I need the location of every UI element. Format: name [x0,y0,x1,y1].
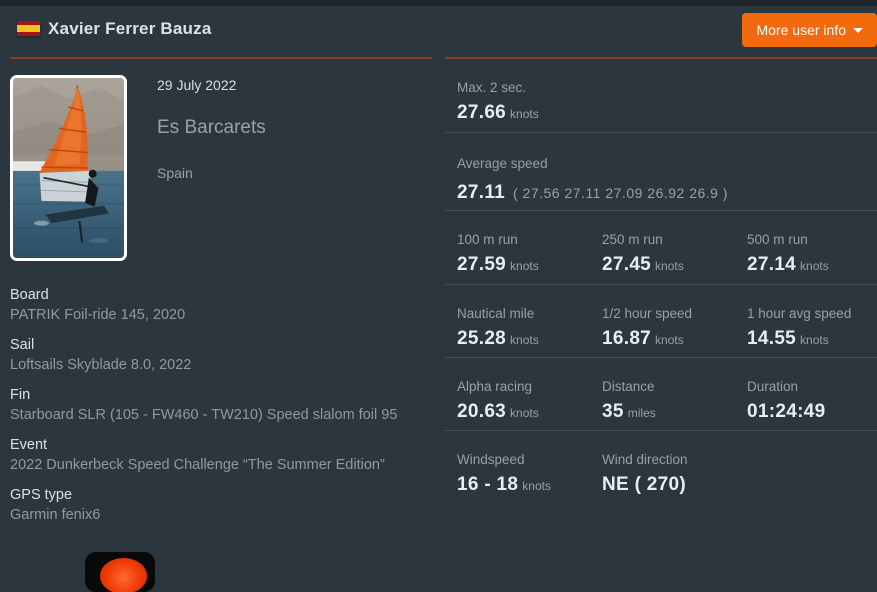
stat-value: 35 [602,401,624,422]
session-date: 29 July 2022 [157,77,237,93]
gear-list: Board PATRIK Foil-ride 145, 2020 Sail Lo… [10,285,432,535]
gear-value: PATRIK Foil-ride 145, 2020 [10,307,186,323]
stat-cell-alpha-racing: Alpha racing 20.63 knots [457,379,602,430]
stat-value: 20.63 [457,401,507,422]
page-title: Xavier Ferrer Bauza [48,19,212,38]
stat-label: 1/2 hour speed [602,306,693,321]
windsurfer-photo-illustration [13,78,124,258]
stat-unit: knots [522,479,551,493]
stat-unit: knots [510,333,539,347]
stat-unit: knots [655,333,684,347]
spot-name: Es Barcarets [157,117,266,138]
gear-value: Starboard SLR (105 - FW460 - TW210) Spee… [10,407,398,423]
country-name: Spain [157,165,193,181]
stat-cell-100m: 100 m run 27.59 knots [457,232,602,284]
spain-flag-icon [17,21,40,36]
gear-value: 2022 Dunkerbeck Speed Challenge “The Sum… [10,457,385,473]
stat-cell-nautical-mile: Nautical mile 25.28 knots [457,306,602,357]
stat-cell-one-hour: 1 hour avg speed 14.55 knots [747,306,877,357]
stat-value: 27.66 [457,102,507,123]
more-user-info-label: More user info [756,22,846,38]
stat-label: Duration [747,379,799,394]
stat-unit: knots [510,406,539,420]
gear-group-event: Event 2022 Dunkerbeck Speed Challenge “T… [10,435,432,475]
stats-panel: Max. 2 sec. 27.66 knots Average speed 27.… [445,57,877,511]
gear-label: Fin [10,387,31,403]
stat-value: 25.28 [457,328,507,349]
gear-label: Event [10,437,48,453]
stat-unit: knots [655,259,684,273]
stat-value: 27.45 [602,254,652,275]
stat-row-alpha-distance-duration: Alpha racing 20.63 knots Distance 35 miles… [445,358,877,431]
window-top-strip [0,0,877,6]
more-user-info-button[interactable]: More user info [741,13,877,47]
stat-value: NE ( 270) [602,474,687,495]
stat-label: Max. 2 sec. [457,80,527,95]
stat-row-average-speed: Average speed 27.11 ( 27.56 27.11 27.09 2… [445,133,877,211]
stat-value: 27.11 [457,182,505,203]
stat-value: 14.55 [747,328,797,349]
stat-label: Distance [602,379,655,394]
stat-label: Windspeed [457,452,525,467]
stat-value-line: 27.11 ( 27.56 27.11 27.09 26.92 26.9 ) [457,182,877,204]
gps-app-logo-dot [100,558,147,592]
stat-label: Alpha racing [457,379,533,394]
stat-label: Wind direction [602,452,688,467]
gear-value: Garmin fenix6 [10,507,101,523]
stat-unit: miles [627,406,656,420]
stat-label: Nautical mile [457,306,535,321]
stat-cell-250m: 250 m run 27.45 knots [602,232,747,284]
stat-cell-duration: Duration 01:24:49 [747,379,877,430]
gear-label: Sail [10,337,35,353]
stat-row-distance-speeds: Nautical mile 25.28 knots 1/2 hour speed … [445,285,877,358]
stat-value: 16 - 18 [457,474,519,495]
stat-label: 500 m run [747,232,808,247]
stat-row-max-2sec: Max. 2 sec. 27.66 knots [445,59,877,133]
stat-value: 27.14 [747,254,797,275]
stat-row-runs: 100 m run 27.59 knots 250 m run 27.45 knot… [445,211,877,285]
gear-group-gps-type: GPS type Garmin fenix6 [10,485,432,525]
stat-cell-half-hour: 1/2 hour speed 16.87 knots [602,306,747,357]
stat-unit: knots [800,333,829,347]
stat-value: 16.87 [602,328,652,349]
gear-group-sail: Sail Loftsails Skyblade 8.0, 2022 [10,335,432,375]
stat-label: 1 hour avg speed [747,306,852,321]
stat-value-line: 27.66 knots [457,102,877,124]
stat-unit: knots [510,107,539,121]
stat-value: 01:24:49 [747,401,826,422]
stat-run-list: ( 27.56 27.11 27.09 26.92 26.9 ) [513,185,729,201]
stat-label: 100 m run [457,232,518,247]
spot-info: 29 July 2022 Es Barcarets Spain [157,77,266,181]
stat-label: Average speed [457,156,548,171]
session-photo[interactable] [10,75,127,261]
gear-group-board: Board PATRIK Foil-ride 145, 2020 [10,285,432,325]
gear-label: Board [10,287,49,303]
stat-cell-windspeed: Windspeed 16 - 18 knots [457,452,602,511]
gear-label: GPS type [10,487,73,503]
user-header: Xavier Ferrer Bauza More user info [0,6,877,57]
stat-value: 27.59 [457,254,507,275]
stat-cell-distance: Distance 35 miles [602,379,747,430]
session-info-panel: 29 July 2022 Es Barcarets Spain Board PA… [10,57,432,566]
stat-cell-wind-direction: Wind direction NE ( 270) [602,452,747,511]
stat-label: 250 m run [602,232,663,247]
gear-value: Loftsails Skyblade 8.0, 2022 [10,357,192,373]
stat-unit: knots [510,259,539,273]
caret-down-icon [853,27,863,33]
gear-group-fin: Fin Starboard SLR (105 - FW460 - TW210) … [10,385,432,425]
stat-cell-500m: 500 m run 27.14 knots [747,232,877,284]
gps-app-logo[interactable] [85,552,155,592]
stat-row-wind: Windspeed 16 - 18 knots Wind direction NE… [445,431,877,511]
stat-unit: knots [800,259,829,273]
